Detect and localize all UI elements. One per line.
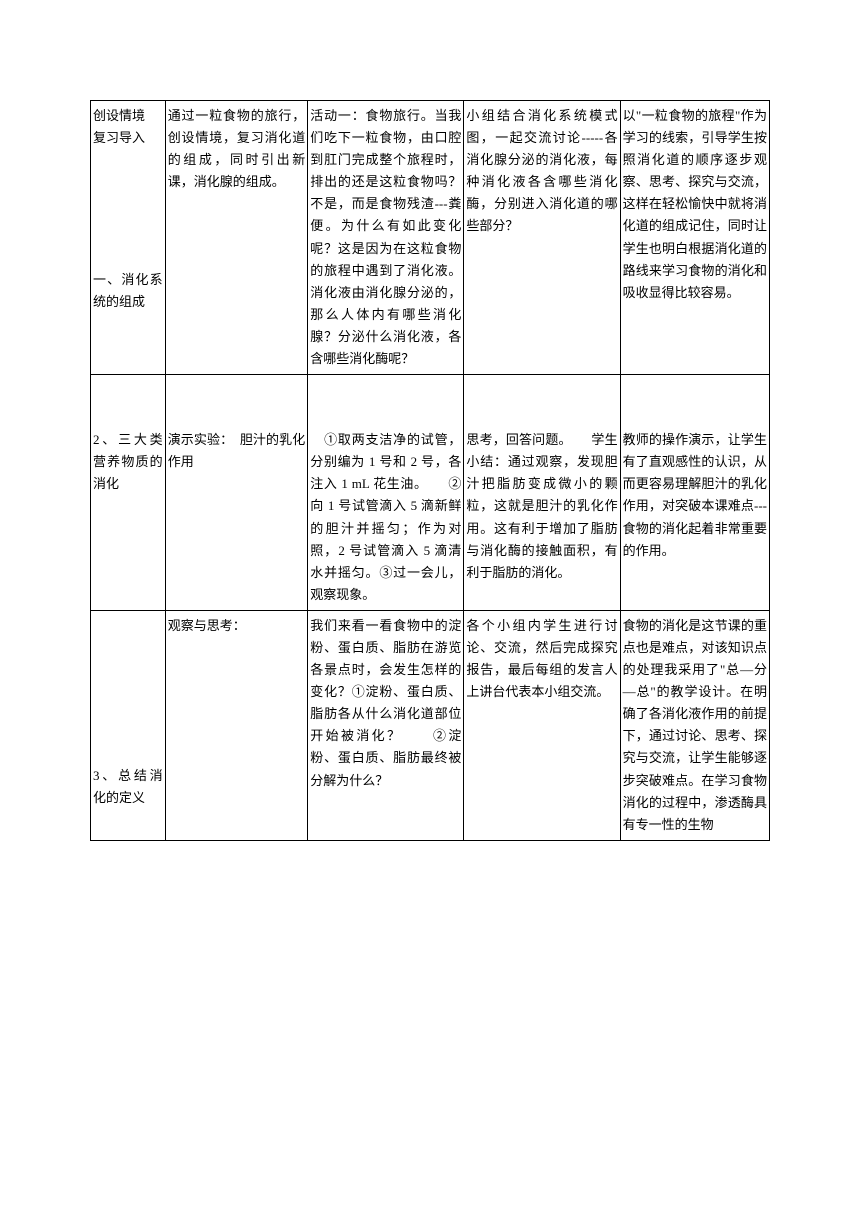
cell-teacher: ①取两支洁净的试管，分别编为 1 号和 2 号，各注入 1 mL 花生油。 ②向…	[308, 375, 464, 611]
table-row: 创设情境 复习导入 一、消化系统的组成 通过一粒食物的旅行，创设情境，复习消化道…	[91, 101, 770, 375]
cell-student: 小组结合消化系统模式图，一起交流讨论-----各消化腺分泌的消化液，每种消化液各…	[464, 101, 620, 375]
table-row: 2、三大类营养物质的消化 演示实验： 胆汁的乳化作用 ①取两支洁净的试管，分别编…	[91, 375, 770, 611]
cell-intent: 观察与思考：	[165, 610, 308, 840]
cell-section: 3、总结消化的定义	[91, 610, 166, 840]
section-title: 创设情境 复习导入	[93, 105, 163, 149]
cell-student: 思考，回答问题。 学生小结：通过观察，发现胆汁把脂肪变成微小的颗粒，这就是胆汁的…	[464, 375, 620, 611]
cell-student: 各个小组内学生进行讨论、交流，然后完成探究报告，最后每组的发言人上讲台代表本小组…	[464, 610, 620, 840]
lesson-plan-table: 创设情境 复习导入 一、消化系统的组成 通过一粒食物的旅行，创设情境，复习消化道…	[90, 100, 770, 841]
section-number: 3、总结消化的定义	[93, 765, 163, 809]
cell-design: 食物的消化是这节课的重点也是难点，对该知识点的处理我采用了"总—分—总"的教学设…	[620, 610, 769, 840]
cell-teacher: 活动一：食物旅行。当我们吃下一粒食物，由口腔到肛门完成整个旅程时，排出的还是这粒…	[308, 101, 464, 375]
table-row: 3、总结消化的定义 观察与思考： 我们来看一看食物中的淀粉、蛋白质、脂肪在游览各…	[91, 610, 770, 840]
cell-section: 2、三大类营养物质的消化	[91, 375, 166, 611]
section-number: 2、三大类营养物质的消化	[93, 429, 163, 495]
cell-design: 以"一粒食物的旅程"作为学习的线索，引导学生按照消化道的顺序逐步观察、思考、探究…	[620, 101, 769, 375]
cell-design: 教师的操作演示，让学生有了直观感性的认识，从而更容易理解胆汁的乳化作用，对突破本…	[620, 375, 769, 611]
cell-intent: 演示实验： 胆汁的乳化作用	[165, 375, 308, 611]
section-number: 一、消化系统的组成	[93, 269, 163, 313]
cell-section: 创设情境 复习导入 一、消化系统的组成	[91, 101, 166, 375]
cell-teacher: 我们来看一看食物中的淀粉、蛋白质、脂肪在游览各景点时，会发生怎样的变化？①淀粉、…	[308, 610, 464, 840]
cell-intent: 通过一粒食物的旅行，创设情境，复习消化道的组成，同时引出新课，消化腺的组成。	[165, 101, 308, 375]
